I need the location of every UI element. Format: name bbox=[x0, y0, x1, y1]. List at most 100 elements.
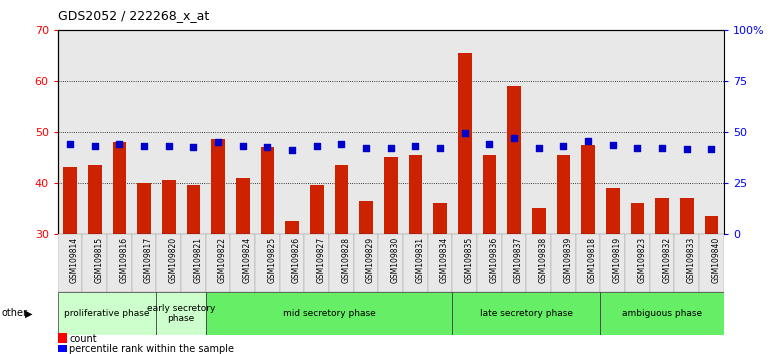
Bar bbox=[428, 30, 453, 234]
Bar bbox=[156, 234, 181, 292]
Bar bbox=[675, 30, 699, 234]
Point bbox=[162, 143, 175, 149]
Bar bbox=[107, 30, 132, 234]
Bar bbox=[601, 30, 625, 234]
Text: GSM109825: GSM109825 bbox=[267, 236, 276, 283]
Bar bbox=[132, 30, 156, 234]
Bar bbox=[527, 30, 551, 234]
Bar bbox=[507, 86, 521, 234]
Bar bbox=[650, 234, 675, 292]
Point bbox=[459, 130, 471, 136]
Bar bbox=[58, 30, 82, 234]
Bar bbox=[453, 30, 477, 234]
Point bbox=[138, 143, 150, 149]
Text: GDS2052 / 222268_x_at: GDS2052 / 222268_x_at bbox=[58, 9, 209, 22]
Point bbox=[64, 141, 76, 147]
Text: GSM109823: GSM109823 bbox=[638, 236, 647, 283]
Bar bbox=[58, 292, 156, 335]
Bar bbox=[655, 198, 669, 234]
Bar bbox=[699, 234, 724, 292]
Bar bbox=[255, 234, 280, 292]
Text: GSM109820: GSM109820 bbox=[169, 236, 178, 283]
Bar bbox=[236, 178, 249, 234]
Text: GSM109835: GSM109835 bbox=[465, 236, 474, 283]
Bar bbox=[58, 234, 82, 292]
Text: GSM109840: GSM109840 bbox=[711, 236, 721, 283]
Bar bbox=[353, 30, 378, 234]
Bar bbox=[551, 234, 576, 292]
Bar bbox=[680, 198, 694, 234]
Bar bbox=[132, 234, 156, 292]
Bar bbox=[409, 155, 422, 234]
Text: GSM109819: GSM109819 bbox=[613, 236, 622, 283]
Text: GSM109818: GSM109818 bbox=[588, 236, 597, 282]
Bar bbox=[625, 234, 650, 292]
Bar bbox=[502, 234, 527, 292]
Bar bbox=[88, 165, 102, 234]
Bar bbox=[304, 234, 329, 292]
Bar bbox=[255, 30, 280, 234]
Text: other: other bbox=[2, 308, 28, 318]
Bar bbox=[601, 292, 724, 335]
Bar bbox=[304, 30, 329, 234]
Bar bbox=[112, 142, 126, 234]
Bar bbox=[310, 185, 323, 234]
Bar bbox=[428, 234, 453, 292]
Text: percentile rank within the sample: percentile rank within the sample bbox=[69, 344, 234, 354]
Text: ambiguous phase: ambiguous phase bbox=[622, 309, 702, 318]
Bar bbox=[186, 185, 200, 234]
Bar bbox=[532, 208, 546, 234]
Bar bbox=[403, 30, 428, 234]
Bar bbox=[261, 147, 274, 234]
Text: count: count bbox=[69, 334, 97, 344]
Text: GSM109838: GSM109838 bbox=[539, 236, 547, 283]
Bar bbox=[650, 30, 675, 234]
Bar bbox=[82, 30, 107, 234]
Point bbox=[113, 141, 126, 147]
Bar bbox=[378, 30, 403, 234]
Text: GSM109831: GSM109831 bbox=[416, 236, 424, 283]
Bar bbox=[483, 155, 496, 234]
Text: late secretory phase: late secretory phase bbox=[480, 309, 573, 318]
Bar bbox=[581, 144, 595, 234]
Text: GSM109814: GSM109814 bbox=[70, 236, 79, 283]
Bar bbox=[601, 234, 625, 292]
Point bbox=[261, 144, 273, 150]
Bar bbox=[384, 157, 397, 234]
Text: GSM109816: GSM109816 bbox=[119, 236, 129, 283]
Text: proliferative phase: proliferative phase bbox=[65, 309, 150, 318]
Bar bbox=[82, 234, 107, 292]
Point bbox=[656, 145, 668, 151]
Text: GSM109815: GSM109815 bbox=[95, 236, 104, 283]
Bar bbox=[63, 167, 77, 234]
Bar bbox=[477, 234, 502, 292]
Bar bbox=[434, 203, 447, 234]
Bar bbox=[280, 30, 304, 234]
Point bbox=[557, 143, 570, 149]
Point bbox=[533, 145, 545, 151]
Point bbox=[508, 135, 521, 141]
Point bbox=[236, 143, 249, 149]
Bar bbox=[631, 203, 644, 234]
Point bbox=[607, 142, 619, 148]
Bar bbox=[453, 234, 477, 292]
Text: GSM109839: GSM109839 bbox=[564, 236, 572, 283]
Text: mid secretory phase: mid secretory phase bbox=[283, 309, 376, 318]
Bar bbox=[403, 234, 428, 292]
Bar bbox=[675, 234, 699, 292]
Point bbox=[681, 146, 693, 152]
Bar bbox=[181, 30, 206, 234]
Text: GSM109837: GSM109837 bbox=[514, 236, 523, 283]
Bar bbox=[606, 188, 620, 234]
Point bbox=[89, 143, 101, 149]
Bar bbox=[335, 165, 348, 234]
Text: GSM109832: GSM109832 bbox=[662, 236, 671, 283]
Point bbox=[310, 143, 323, 149]
Bar bbox=[286, 221, 299, 234]
Text: GSM109826: GSM109826 bbox=[292, 236, 301, 283]
Bar bbox=[206, 30, 230, 234]
Text: GSM109824: GSM109824 bbox=[243, 236, 252, 283]
Text: GSM109833: GSM109833 bbox=[687, 236, 696, 283]
Bar bbox=[502, 30, 527, 234]
Text: GSM109827: GSM109827 bbox=[316, 236, 326, 283]
